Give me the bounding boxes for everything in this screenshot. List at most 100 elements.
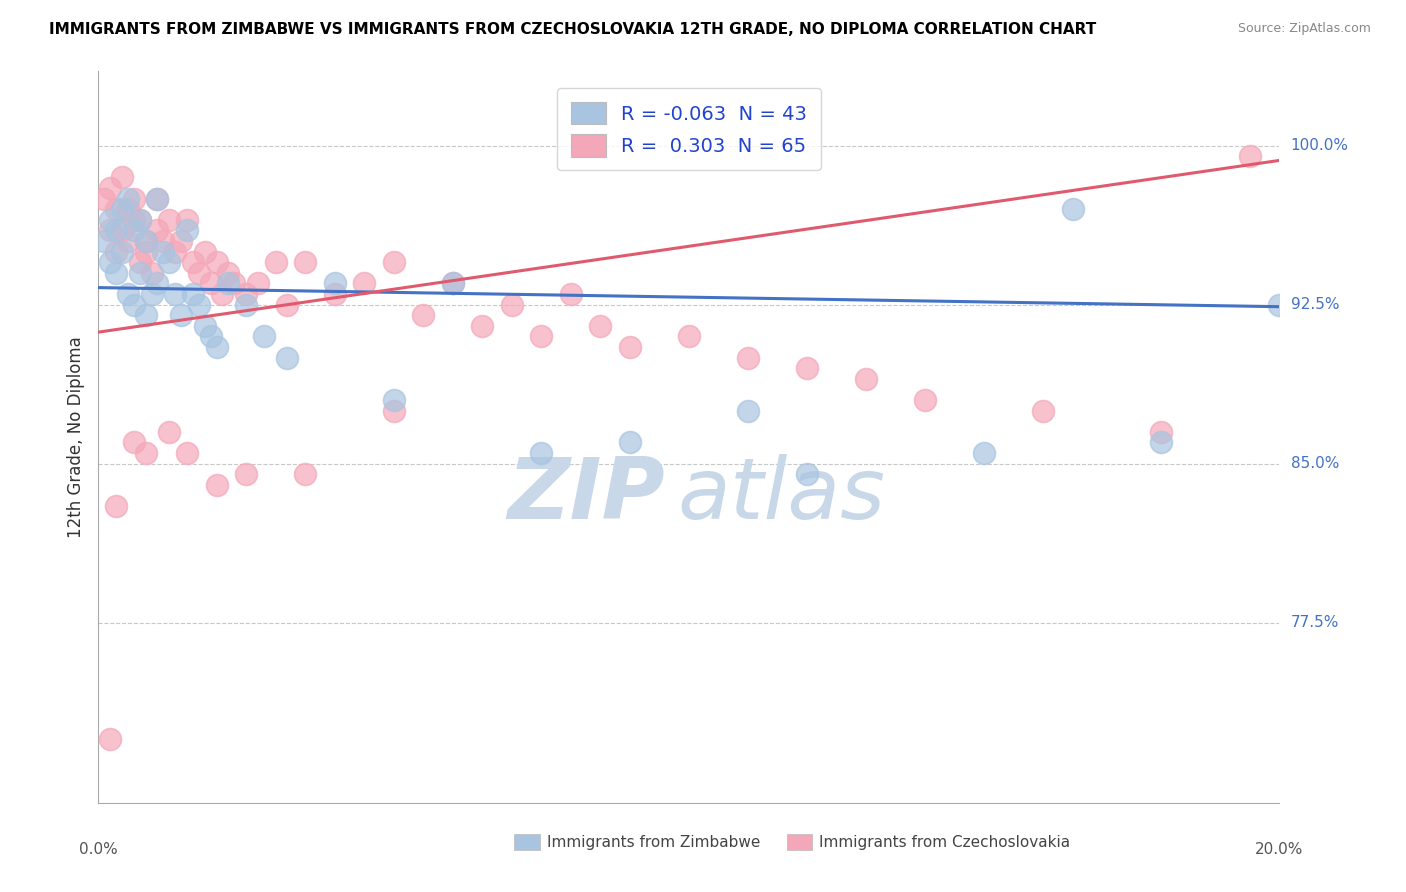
- Point: [264, 255, 287, 269]
- Point: [501, 297, 523, 311]
- Point: [170, 308, 193, 322]
- Text: ZIP: ZIP: [508, 454, 665, 537]
- Point: [117, 234, 139, 248]
- Point: [157, 212, 180, 227]
- Point: [93, 234, 115, 248]
- Point: [141, 266, 163, 280]
- Text: IMMIGRANTS FROM ZIMBABWE VS IMMIGRANTS FROM CZECHOSLOVAKIA 12TH GRADE, NO DIPLOM: IMMIGRANTS FROM ZIMBABWE VS IMMIGRANTS F…: [49, 22, 1097, 37]
- Point: [796, 467, 818, 482]
- Point: [128, 212, 150, 227]
- Point: [146, 192, 169, 206]
- Point: [619, 340, 641, 354]
- Point: [530, 329, 553, 343]
- Point: [157, 425, 180, 439]
- Point: [105, 202, 128, 216]
- Point: [128, 266, 150, 280]
- Point: [170, 234, 193, 248]
- Point: [382, 255, 405, 269]
- Point: [294, 467, 316, 482]
- Point: [98, 212, 121, 227]
- Point: [98, 255, 121, 269]
- Point: [122, 223, 145, 237]
- Point: [796, 361, 818, 376]
- Text: 85.0%: 85.0%: [1291, 456, 1339, 471]
- Point: [205, 255, 228, 269]
- Point: [165, 287, 187, 301]
- Point: [441, 277, 464, 291]
- Point: [122, 297, 145, 311]
- Point: [737, 403, 759, 417]
- Text: 77.5%: 77.5%: [1291, 615, 1339, 630]
- Point: [105, 499, 128, 513]
- Text: Source: ZipAtlas.com: Source: ZipAtlas.com: [1237, 22, 1371, 36]
- Text: Immigrants from Czechoslovakia: Immigrants from Czechoslovakia: [818, 835, 1070, 849]
- Point: [105, 266, 128, 280]
- Point: [1268, 297, 1291, 311]
- Point: [194, 244, 217, 259]
- Point: [135, 244, 157, 259]
- Point: [181, 287, 204, 301]
- Point: [1239, 149, 1261, 163]
- Point: [294, 255, 316, 269]
- Y-axis label: 12th Grade, No Diploma: 12th Grade, No Diploma: [66, 336, 84, 538]
- Point: [235, 467, 257, 482]
- Point: [176, 223, 198, 237]
- Point: [217, 266, 239, 280]
- Point: [135, 446, 157, 460]
- Legend: R = -0.063  N = 43, R =  0.303  N = 65: R = -0.063 N = 43, R = 0.303 N = 65: [557, 88, 821, 170]
- Point: [165, 244, 187, 259]
- Point: [187, 297, 209, 311]
- Point: [128, 255, 150, 269]
- Point: [619, 435, 641, 450]
- Point: [117, 192, 139, 206]
- Point: [157, 255, 180, 269]
- Point: [98, 181, 121, 195]
- Text: 0.0%: 0.0%: [79, 842, 118, 856]
- Point: [678, 329, 700, 343]
- Text: Immigrants from Zimbabwe: Immigrants from Zimbabwe: [547, 835, 761, 849]
- Point: [111, 223, 134, 237]
- Point: [1062, 202, 1084, 216]
- Point: [855, 372, 877, 386]
- Point: [973, 446, 995, 460]
- Point: [276, 297, 298, 311]
- Point: [111, 170, 134, 185]
- Point: [194, 318, 217, 333]
- Point: [530, 446, 553, 460]
- Point: [117, 202, 139, 216]
- Point: [737, 351, 759, 365]
- Point: [235, 287, 257, 301]
- Point: [382, 403, 405, 417]
- Point: [141, 287, 163, 301]
- Point: [146, 192, 169, 206]
- Point: [353, 277, 375, 291]
- Point: [111, 244, 134, 259]
- Point: [589, 318, 612, 333]
- Text: 100.0%: 100.0%: [1291, 138, 1348, 153]
- Point: [914, 392, 936, 407]
- Point: [200, 329, 222, 343]
- Point: [146, 277, 169, 291]
- Point: [323, 277, 346, 291]
- Point: [224, 277, 246, 291]
- Point: [98, 223, 121, 237]
- Point: [205, 340, 228, 354]
- Point: [135, 234, 157, 248]
- Point: [471, 318, 494, 333]
- Point: [560, 287, 582, 301]
- Point: [1150, 425, 1173, 439]
- Point: [105, 244, 128, 259]
- Point: [235, 297, 257, 311]
- Point: [181, 255, 204, 269]
- Point: [211, 287, 233, 301]
- Point: [105, 223, 128, 237]
- Point: [205, 477, 228, 491]
- Point: [152, 244, 174, 259]
- Point: [382, 392, 405, 407]
- Point: [441, 277, 464, 291]
- Point: [253, 329, 276, 343]
- Point: [135, 308, 157, 322]
- Point: [98, 732, 121, 747]
- Point: [122, 435, 145, 450]
- Point: [412, 308, 434, 322]
